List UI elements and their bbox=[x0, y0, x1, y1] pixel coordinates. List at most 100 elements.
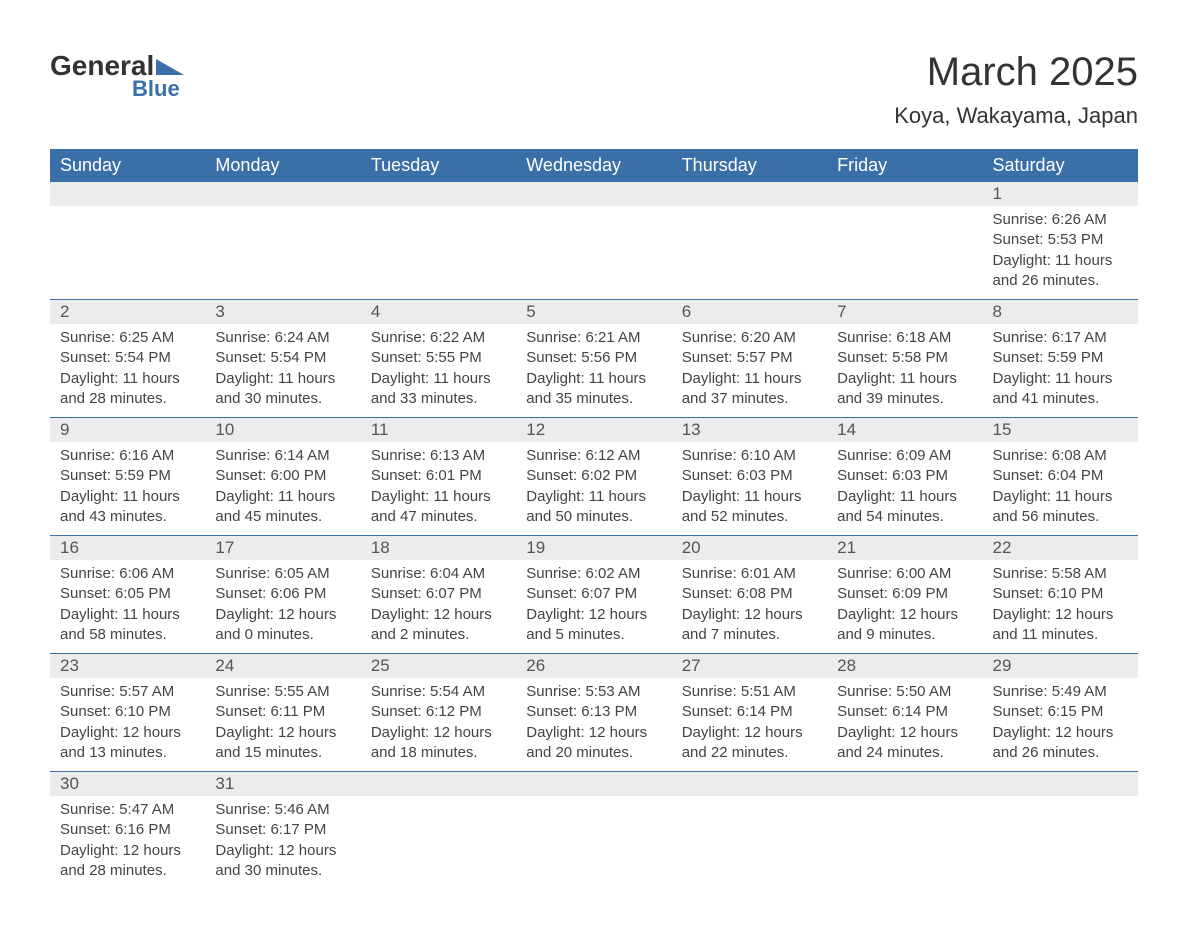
daylight-text: Daylight: 12 hours and 24 minutes. bbox=[837, 723, 972, 764]
sunset-text: Sunset: 6:04 PM bbox=[993, 466, 1128, 486]
day-number: 2 bbox=[50, 300, 205, 324]
calendar-day-cell: 27Sunrise: 5:51 AMSunset: 6:14 PMDayligh… bbox=[672, 654, 827, 772]
calendar-day-cell: 9Sunrise: 6:16 AMSunset: 5:59 PMDaylight… bbox=[50, 418, 205, 536]
calendar-week-row: 9Sunrise: 6:16 AMSunset: 5:59 PMDaylight… bbox=[50, 418, 1138, 536]
sunset-text: Sunset: 5:54 PM bbox=[60, 348, 195, 368]
daylight-text: Daylight: 12 hours and 13 minutes. bbox=[60, 723, 195, 764]
header: General Blue March 2025 Koya, Wakayama, … bbox=[50, 50, 1138, 129]
calendar-day-cell bbox=[50, 182, 205, 300]
empty-day-content bbox=[516, 206, 671, 299]
sunset-text: Sunset: 6:08 PM bbox=[682, 584, 817, 604]
sunrise-text: Sunrise: 6:09 AM bbox=[837, 446, 972, 466]
calendar-week-row: 16Sunrise: 6:06 AMSunset: 6:05 PMDayligh… bbox=[50, 536, 1138, 654]
daylight-text: Daylight: 11 hours and 43 minutes. bbox=[60, 487, 195, 528]
day-number: 15 bbox=[983, 418, 1138, 442]
calendar-day-cell: 24Sunrise: 5:55 AMSunset: 6:11 PMDayligh… bbox=[205, 654, 360, 772]
weekday-header: Monday bbox=[205, 149, 360, 182]
empty-day-content bbox=[672, 206, 827, 299]
daylight-text: Daylight: 11 hours and 56 minutes. bbox=[993, 487, 1128, 528]
day-number: 11 bbox=[361, 418, 516, 442]
day-number: 29 bbox=[983, 654, 1138, 678]
daylight-text: Daylight: 12 hours and 26 minutes. bbox=[993, 723, 1128, 764]
daylight-text: Daylight: 12 hours and 2 minutes. bbox=[371, 605, 506, 646]
day-content: Sunrise: 5:50 AMSunset: 6:14 PMDaylight:… bbox=[827, 678, 982, 771]
calendar-day-cell: 22Sunrise: 5:58 AMSunset: 6:10 PMDayligh… bbox=[983, 536, 1138, 654]
sunset-text: Sunset: 5:59 PM bbox=[60, 466, 195, 486]
sunset-text: Sunset: 6:15 PM bbox=[993, 702, 1128, 722]
day-content: Sunrise: 5:57 AMSunset: 6:10 PMDaylight:… bbox=[50, 678, 205, 771]
day-content: Sunrise: 6:08 AMSunset: 6:04 PMDaylight:… bbox=[983, 442, 1138, 535]
day-number: 1 bbox=[983, 182, 1138, 206]
day-content: Sunrise: 6:18 AMSunset: 5:58 PMDaylight:… bbox=[827, 324, 982, 417]
calendar-day-cell bbox=[361, 772, 516, 890]
daylight-text: Daylight: 12 hours and 20 minutes. bbox=[526, 723, 661, 764]
sunset-text: Sunset: 6:06 PM bbox=[215, 584, 350, 604]
calendar-day-cell: 3Sunrise: 6:24 AMSunset: 5:54 PMDaylight… bbox=[205, 300, 360, 418]
sunrise-text: Sunrise: 6:01 AM bbox=[682, 564, 817, 584]
sunset-text: Sunset: 6:09 PM bbox=[837, 584, 972, 604]
day-number: 18 bbox=[361, 536, 516, 560]
sunset-text: Sunset: 5:59 PM bbox=[993, 348, 1128, 368]
weekday-header: Tuesday bbox=[361, 149, 516, 182]
day-content: Sunrise: 5:54 AMSunset: 6:12 PMDaylight:… bbox=[361, 678, 516, 771]
daylight-text: Daylight: 12 hours and 7 minutes. bbox=[682, 605, 817, 646]
location-label: Koya, Wakayama, Japan bbox=[894, 103, 1138, 129]
day-content: Sunrise: 6:01 AMSunset: 6:08 PMDaylight:… bbox=[672, 560, 827, 653]
sunrise-text: Sunrise: 6:02 AM bbox=[526, 564, 661, 584]
daylight-text: Daylight: 12 hours and 15 minutes. bbox=[215, 723, 350, 764]
daylight-text: Daylight: 11 hours and 41 minutes. bbox=[993, 369, 1128, 410]
day-content: Sunrise: 5:58 AMSunset: 6:10 PMDaylight:… bbox=[983, 560, 1138, 653]
calendar-day-cell: 12Sunrise: 6:12 AMSunset: 6:02 PMDayligh… bbox=[516, 418, 671, 536]
day-content: Sunrise: 6:20 AMSunset: 5:57 PMDaylight:… bbox=[672, 324, 827, 417]
day-number: 6 bbox=[672, 300, 827, 324]
sunrise-text: Sunrise: 6:14 AM bbox=[215, 446, 350, 466]
calendar-day-cell: 26Sunrise: 5:53 AMSunset: 6:13 PMDayligh… bbox=[516, 654, 671, 772]
empty-day-content bbox=[827, 206, 982, 299]
day-content: Sunrise: 5:47 AMSunset: 6:16 PMDaylight:… bbox=[50, 796, 205, 889]
sunrise-text: Sunrise: 6:00 AM bbox=[837, 564, 972, 584]
day-number: 22 bbox=[983, 536, 1138, 560]
daylight-text: Daylight: 11 hours and 47 minutes. bbox=[371, 487, 506, 528]
calendar-day-cell: 20Sunrise: 6:01 AMSunset: 6:08 PMDayligh… bbox=[672, 536, 827, 654]
weekday-header: Sunday bbox=[50, 149, 205, 182]
sunrise-text: Sunrise: 6:08 AM bbox=[993, 446, 1128, 466]
sunrise-text: Sunrise: 6:04 AM bbox=[371, 564, 506, 584]
sunrise-text: Sunrise: 5:46 AM bbox=[215, 800, 350, 820]
calendar-day-cell: 17Sunrise: 6:05 AMSunset: 6:06 PMDayligh… bbox=[205, 536, 360, 654]
day-number: 9 bbox=[50, 418, 205, 442]
sunrise-text: Sunrise: 6:12 AM bbox=[526, 446, 661, 466]
sunrise-text: Sunrise: 6:22 AM bbox=[371, 328, 506, 348]
daylight-text: Daylight: 11 hours and 33 minutes. bbox=[371, 369, 506, 410]
weekday-header: Saturday bbox=[983, 149, 1138, 182]
calendar-week-row: 2Sunrise: 6:25 AMSunset: 5:54 PMDaylight… bbox=[50, 300, 1138, 418]
empty-day-content bbox=[205, 206, 360, 299]
calendar-day-cell: 14Sunrise: 6:09 AMSunset: 6:03 PMDayligh… bbox=[827, 418, 982, 536]
calendar-day-cell: 21Sunrise: 6:00 AMSunset: 6:09 PMDayligh… bbox=[827, 536, 982, 654]
calendar-day-cell: 13Sunrise: 6:10 AMSunset: 6:03 PMDayligh… bbox=[672, 418, 827, 536]
day-content: Sunrise: 6:12 AMSunset: 6:02 PMDaylight:… bbox=[516, 442, 671, 535]
sunrise-text: Sunrise: 5:49 AM bbox=[993, 682, 1128, 702]
logo: General Blue bbox=[50, 50, 184, 102]
day-number: 23 bbox=[50, 654, 205, 678]
sunrise-text: Sunrise: 5:53 AM bbox=[526, 682, 661, 702]
day-content: Sunrise: 6:05 AMSunset: 6:06 PMDaylight:… bbox=[205, 560, 360, 653]
sunrise-text: Sunrise: 5:55 AM bbox=[215, 682, 350, 702]
day-content: Sunrise: 6:14 AMSunset: 6:00 PMDaylight:… bbox=[205, 442, 360, 535]
day-content: Sunrise: 6:13 AMSunset: 6:01 PMDaylight:… bbox=[361, 442, 516, 535]
sunrise-text: Sunrise: 6:06 AM bbox=[60, 564, 195, 584]
day-content: Sunrise: 6:10 AMSunset: 6:03 PMDaylight:… bbox=[672, 442, 827, 535]
day-number: 20 bbox=[672, 536, 827, 560]
day-content: Sunrise: 6:25 AMSunset: 5:54 PMDaylight:… bbox=[50, 324, 205, 417]
calendar-day-cell: 19Sunrise: 6:02 AMSunset: 6:07 PMDayligh… bbox=[516, 536, 671, 654]
sunrise-text: Sunrise: 5:47 AM bbox=[60, 800, 195, 820]
day-content: Sunrise: 6:02 AMSunset: 6:07 PMDaylight:… bbox=[516, 560, 671, 653]
sunset-text: Sunset: 5:55 PM bbox=[371, 348, 506, 368]
daylight-text: Daylight: 12 hours and 9 minutes. bbox=[837, 605, 972, 646]
day-content: Sunrise: 5:46 AMSunset: 6:17 PMDaylight:… bbox=[205, 796, 360, 889]
sunset-text: Sunset: 5:58 PM bbox=[837, 348, 972, 368]
empty-day-number bbox=[672, 182, 827, 206]
day-content: Sunrise: 6:16 AMSunset: 5:59 PMDaylight:… bbox=[50, 442, 205, 535]
daylight-text: Daylight: 11 hours and 37 minutes. bbox=[682, 369, 817, 410]
calendar-header-row: SundayMondayTuesdayWednesdayThursdayFrid… bbox=[50, 149, 1138, 182]
empty-day-number bbox=[827, 182, 982, 206]
